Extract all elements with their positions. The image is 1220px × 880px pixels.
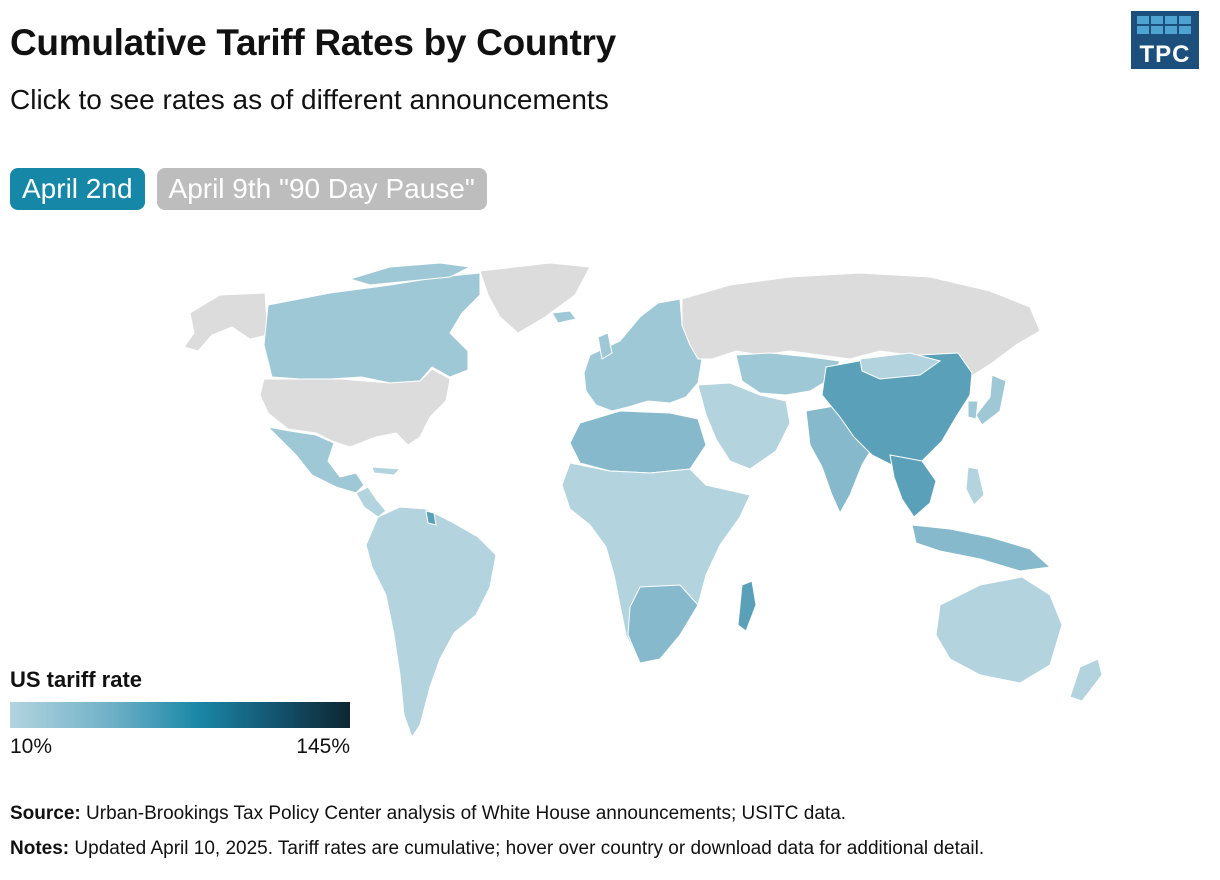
chart-subtitle: Click to see rates as of different annou… bbox=[10, 84, 609, 115]
country-australia[interactable] bbox=[935, 576, 1063, 684]
country-uk[interactable] bbox=[597, 332, 613, 360]
source-text: Urban-Brookings Tax Policy Center analys… bbox=[80, 803, 847, 824]
country-new-zealand[interactable] bbox=[1069, 658, 1103, 702]
country-central-asia[interactable] bbox=[735, 352, 841, 396]
legend-color-scale bbox=[10, 702, 350, 728]
country-china[interactable] bbox=[821, 352, 973, 468]
country-southeast-asia[interactable] bbox=[889, 454, 937, 518]
country-central-america[interactable] bbox=[355, 486, 387, 518]
country-cuba[interactable] bbox=[371, 466, 402, 476]
country-japan[interactable] bbox=[975, 374, 1007, 426]
country-philippines[interactable] bbox=[965, 466, 985, 506]
country-korea[interactable] bbox=[967, 400, 979, 420]
country-guyana[interactable] bbox=[425, 510, 437, 526]
country-canada-arctic[interactable] bbox=[348, 262, 472, 286]
country-north-africa[interactable] bbox=[569, 410, 707, 474]
logo-text: TPC bbox=[1139, 41, 1191, 68]
legend-title: US tariff rate bbox=[10, 667, 143, 692]
country-usa[interactable] bbox=[259, 368, 451, 448]
world-map[interactable] bbox=[150, 255, 1160, 745]
tab-april-2nd[interactable]: April 2nd bbox=[10, 168, 145, 210]
source-label: Source: bbox=[10, 803, 81, 824]
country-indonesia[interactable] bbox=[911, 524, 1052, 572]
notes-text: Updated April 10, 2025. Tariff rates are… bbox=[69, 838, 985, 859]
country-south-america[interactable] bbox=[365, 506, 497, 739]
announcement-tabs: April 2nd April 9th "90 Day Pause" bbox=[10, 168, 487, 210]
tpc-logo: TPC bbox=[1131, 11, 1199, 69]
country-madagascar[interactable] bbox=[737, 580, 757, 632]
country-middle-east[interactable] bbox=[697, 382, 791, 470]
country-europe[interactable] bbox=[583, 298, 703, 412]
country-iceland[interactable] bbox=[551, 310, 577, 324]
notes-note: Notes: Updated April 10, 2025. Tariff ra… bbox=[10, 838, 984, 860]
logo-grid-icon bbox=[1137, 16, 1191, 34]
source-note: Source: Urban-Brookings Tax Policy Cente… bbox=[10, 803, 846, 825]
country-mongolia[interactable] bbox=[859, 352, 942, 380]
chart-title: Cumulative Tariff Rates by Country bbox=[10, 22, 616, 63]
country-greenland[interactable] bbox=[479, 262, 591, 334]
legend-max-label: 145% bbox=[296, 735, 350, 758]
country-canada[interactable] bbox=[263, 272, 481, 384]
country-alaska[interactable] bbox=[183, 292, 269, 352]
legend-min-label: 10% bbox=[10, 735, 53, 758]
tab-april-9th-pause[interactable]: April 9th "90 Day Pause" bbox=[156, 168, 487, 210]
country-mexico[interactable] bbox=[266, 426, 365, 494]
country-southern-africa[interactable] bbox=[627, 584, 699, 664]
notes-label: Notes: bbox=[10, 838, 70, 859]
